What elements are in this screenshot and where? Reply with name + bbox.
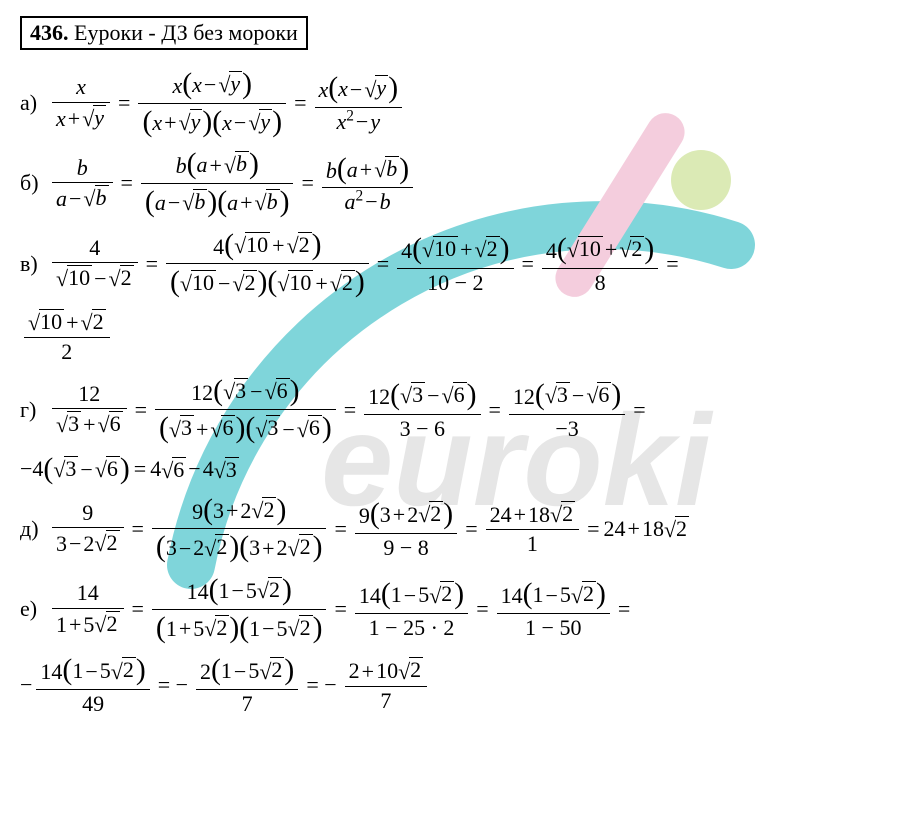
row-d: д) 9 3−22 = 93+22 3−223+22 = 93+22 9 − 8… (20, 492, 882, 566)
frac-a2: xx−y x+yx−y (138, 66, 286, 140)
title-text: Еуроки - ДЗ без мороки (69, 20, 298, 45)
frac-b1: b a−b (52, 154, 113, 214)
row-a: а) x x+y = xx−y x+yx−y = xx−y x2−y (20, 66, 882, 140)
frac-b2: ba+b a−ba+b (141, 146, 294, 220)
row-g: г) 12 3+6 = 123−6 3+63−6 = 123−6 3 − 6 =… (20, 373, 882, 447)
row-e: е) 14 1+52 = 141−52 1+521−52 = 141−52 1 … (20, 572, 882, 646)
equals: = (118, 91, 130, 115)
title-number: 436. (30, 20, 69, 45)
frac-b3: ba+b a2−b (322, 151, 413, 217)
row-b: б) b a−b = ba+b a−ba+b = ba+b a2−b (20, 146, 882, 220)
row-g-cont: −43−6 = 46−43 (20, 453, 882, 486)
frac-a3: xx−y x2−y (315, 70, 403, 136)
frac-a1: x x+y (52, 73, 110, 133)
row-e-cont: − 141−52 49 = − 21−52 7 = − 2+102 7 (20, 652, 882, 718)
title-box: 436. Еуроки - ДЗ без мороки (20, 16, 308, 50)
row-v: в) 4 10−2 = 410+2 10−210+2 = 410+2 10 − … (20, 227, 882, 301)
label-a: а) (20, 91, 42, 115)
row-v-cont: 10+2 2 (20, 307, 882, 367)
